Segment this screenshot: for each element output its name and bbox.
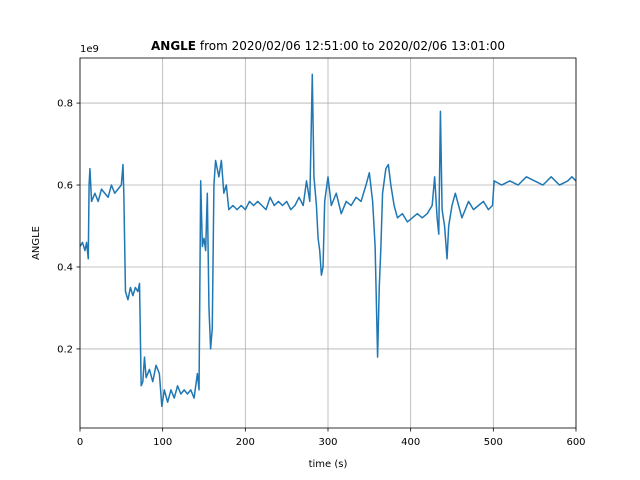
x-tick-label: 500 [484, 437, 503, 448]
y-tick-label: 0.4 [57, 262, 73, 273]
y-tick-label: 0.6 [57, 181, 73, 192]
x-tick-label: 300 [318, 437, 337, 448]
y-tick-label: 0.2 [57, 344, 73, 355]
x-tick-label: 600 [566, 437, 585, 448]
y-offset-label: 1e9 [80, 44, 99, 55]
chart-title: ANGLE from 2020/02/06 12:51:00 to 2020/0… [151, 39, 505, 53]
x-tick-label: 200 [236, 437, 255, 448]
data-line [79, 73, 577, 408]
title-rest: from 2020/02/06 12:51:00 to 2020/02/06 1… [200, 39, 505, 53]
x-tick-label: 100 [153, 437, 172, 448]
x-tick-label: 0 [77, 437, 83, 448]
y-axis-label: ANGLE [31, 226, 42, 260]
y-tick-label: 0.8 [57, 99, 73, 110]
x-tick-label: 400 [401, 437, 420, 448]
x-axis-label: time (s) [309, 459, 348, 470]
title-bold: ANGLE [151, 39, 196, 53]
plot-frame [79, 57, 577, 429]
